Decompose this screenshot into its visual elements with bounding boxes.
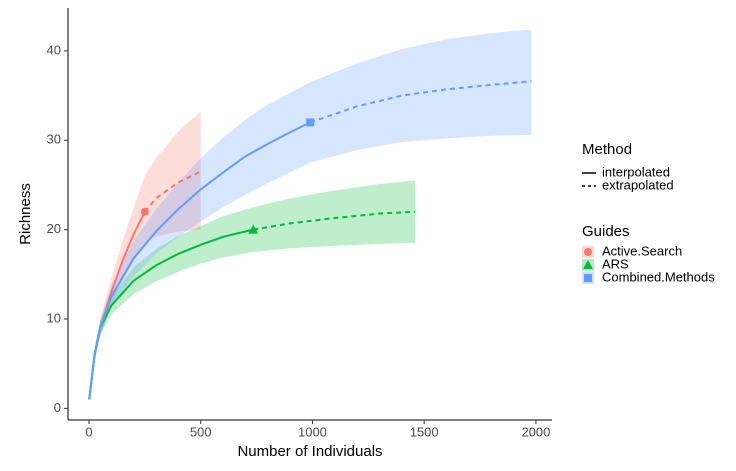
legend-label: extrapolated [602,177,674,192]
confidence-band [89,180,416,400]
legend-label: Combined.Methods [602,269,715,284]
point [584,274,592,282]
point [583,260,593,269]
point [584,248,592,256]
point [248,224,259,234]
legend-label: ARS [602,256,629,271]
x-tick-label: 0 [85,424,92,439]
confidence-band [89,111,201,400]
legend-label: Active.Search [602,243,682,258]
extrapolated-line [144,170,202,213]
y-tick-label: 0 [54,400,61,415]
x-tick-label: 1000 [298,424,327,439]
y-tick-label: 10 [47,310,61,325]
x-axis-title: Number of Individuals [237,443,382,460]
x-tick-label: 500 [190,424,212,439]
y-tick-label: 20 [47,221,61,236]
y-axis-title: Richness [17,183,34,245]
y-tick-label: 30 [47,132,61,147]
legend-label: interpolated [602,164,670,179]
extrapolated-line [253,210,416,231]
interpolated-line [88,121,311,400]
point [140,207,149,216]
x-tick-label: 1500 [410,424,439,439]
y-tick-label: 40 [47,42,61,57]
x-tick-label: 2000 [521,424,550,439]
method-legend-title: Method [582,141,632,158]
confidence-band [89,29,532,400]
extrapolated-line [309,80,532,124]
guides-legend-title: Guides [582,223,630,240]
point [306,118,315,127]
